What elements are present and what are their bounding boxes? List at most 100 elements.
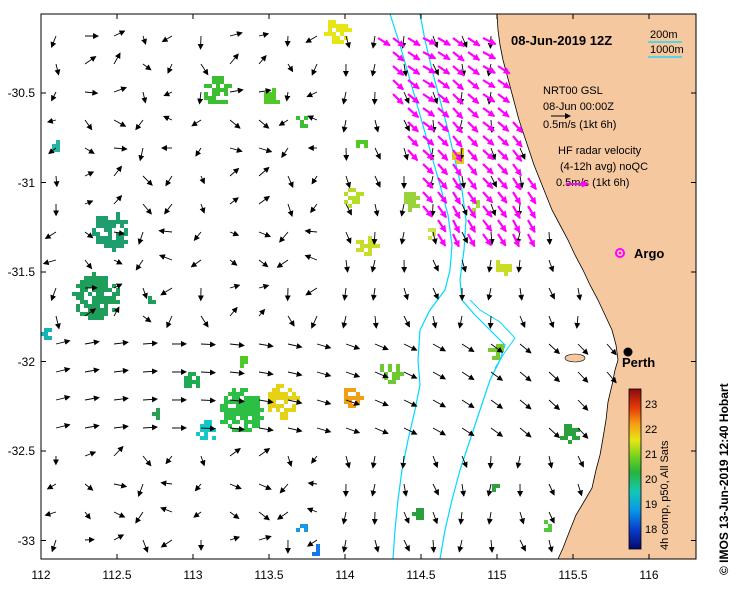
velocity-arrow — [548, 427, 561, 439]
sst-cell — [360, 140, 364, 144]
sst-cell — [108, 240, 112, 244]
sst-cell — [104, 288, 108, 292]
velocity-arrow — [142, 175, 153, 186]
hf-radar-arrow — [497, 135, 509, 147]
sst-cell — [420, 508, 424, 512]
sst-cell — [372, 244, 376, 248]
hf-radar-arrow — [512, 121, 524, 134]
sst-cell — [368, 248, 372, 252]
velocity-arrow — [197, 35, 204, 50]
velocity-arrow — [113, 339, 129, 346]
sst-cell — [500, 268, 504, 272]
velocity-arrow — [84, 395, 100, 402]
sst-cell — [248, 404, 252, 408]
hf-radar-arrow — [482, 79, 496, 89]
velocity-arrow — [158, 254, 173, 261]
sst-cell — [108, 232, 112, 236]
sst-cell — [104, 216, 108, 220]
hf-radar-arrow — [467, 219, 477, 233]
velocity-arrow — [55, 338, 71, 345]
velocity-arrow — [306, 91, 318, 98]
velocity-arrow — [490, 427, 504, 437]
velocity-arrow — [113, 52, 121, 65]
sst-cell — [344, 192, 348, 196]
velocity-arrow — [432, 483, 439, 496]
sst-cell — [204, 432, 208, 436]
velocity-arrow — [577, 483, 583, 497]
sst-cell — [504, 264, 508, 268]
hf-radar-arrow — [437, 79, 451, 90]
sst-cell — [212, 80, 216, 84]
hf-radar-arrow — [467, 93, 480, 105]
sst-cell — [272, 96, 276, 100]
sst-cell — [104, 300, 108, 304]
hf-radar-arrow — [437, 65, 451, 75]
velocity-arrow — [576, 287, 583, 301]
sst-cell — [104, 244, 108, 248]
velocity-arrow — [142, 396, 158, 403]
hf-radar-arrow — [467, 79, 480, 90]
sst-cell — [224, 92, 228, 96]
velocity-arrow — [342, 287, 349, 301]
velocity-arrow — [461, 259, 467, 273]
sst-cell — [104, 224, 108, 228]
sst-cell — [76, 292, 80, 296]
velocity-arrow — [286, 455, 293, 468]
velocity-arrow — [574, 315, 581, 329]
velocity-arrow — [276, 511, 289, 520]
velocity-arrow — [343, 259, 350, 273]
sst-cell — [112, 296, 116, 300]
velocity-arrow — [311, 63, 318, 76]
x-tick-label: 112 — [31, 568, 50, 582]
sst-cell — [420, 512, 424, 516]
velocity-arrow — [160, 480, 173, 487]
sst-cell — [244, 412, 248, 416]
sst-cell — [236, 400, 240, 404]
sst-cell — [432, 232, 436, 236]
hf-radar-arrow — [467, 149, 478, 162]
sst-cell — [224, 412, 228, 416]
sst-cell — [232, 392, 236, 396]
velocity-arrow — [403, 427, 418, 435]
hf-radar-arrow — [482, 65, 496, 74]
sst-cell — [360, 192, 364, 196]
colorbar-tick: 21 — [645, 449, 657, 461]
velocity-arrow — [113, 423, 129, 430]
velocity-arrow — [229, 535, 241, 542]
velocity-arrow — [84, 147, 95, 154]
sst-cell — [240, 356, 244, 360]
hf-radar-arrow — [437, 121, 450, 133]
hf-radar-arrow — [452, 219, 461, 234]
velocity-arrow — [190, 259, 202, 268]
velocity-arrow — [374, 175, 381, 188]
velocity-arrow — [577, 371, 589, 383]
perth-label: Perth — [622, 355, 655, 370]
velocity-arrow — [84, 367, 100, 374]
hf-radar-arrow — [467, 233, 476, 248]
sst-cell — [56, 148, 60, 152]
velocity-arrow — [229, 448, 241, 457]
velocity-arrow — [548, 399, 561, 411]
sst-cell — [240, 400, 244, 404]
colorbar-label: 4h comp, p50, All Sats — [659, 440, 671, 550]
velocity-arrow — [142, 203, 152, 215]
velocity-arrow — [341, 539, 348, 553]
sst-cell — [408, 192, 412, 196]
sst-cell — [336, 40, 340, 44]
hf-radar-arrow — [437, 219, 447, 233]
hf-radar-arrow — [452, 163, 462, 177]
sst-cell — [384, 372, 388, 376]
sst-cell — [116, 300, 120, 304]
velocity-arrow — [142, 315, 152, 323]
sst-cell — [48, 328, 52, 332]
velocity-arrow — [519, 315, 526, 329]
sst-cell — [96, 224, 100, 228]
hf-radar-arrow — [482, 135, 495, 146]
sst-cell — [236, 428, 240, 432]
velocity-arrow — [403, 343, 418, 351]
hf-radar-arrow — [437, 191, 448, 204]
velocity-arrow — [197, 91, 204, 105]
velocity-arrow — [403, 371, 418, 379]
sst-cell — [544, 520, 548, 524]
